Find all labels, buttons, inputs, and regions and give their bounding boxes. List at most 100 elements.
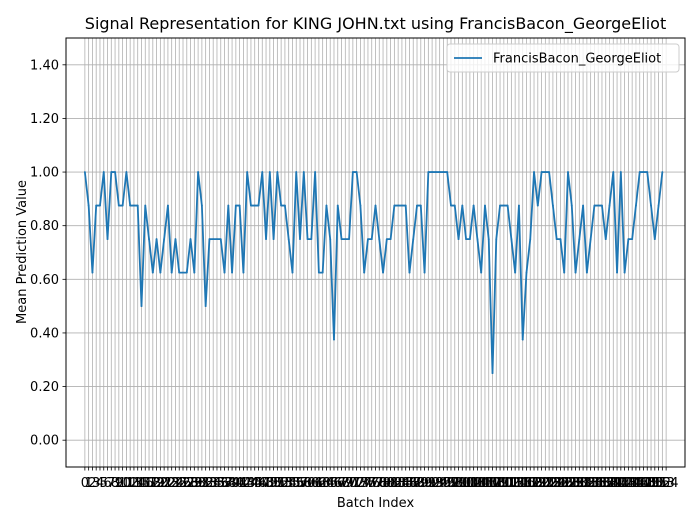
data-point [336, 204, 339, 207]
data-point [87, 204, 90, 207]
data-point [117, 204, 120, 207]
x-tick-label: 22 [160, 476, 177, 491]
data-point [446, 171, 449, 173]
data-point [227, 204, 230, 207]
data-point [619, 171, 622, 173]
data-point [627, 238, 630, 240]
x-tick-label: 97 [443, 476, 460, 491]
x-tick-label: 107 [476, 476, 501, 491]
data-point [461, 204, 464, 207]
data-point [472, 204, 475, 207]
data-point [333, 338, 335, 341]
data-point [382, 271, 384, 274]
data-point [246, 171, 249, 173]
x-tick-label: 98 [446, 476, 463, 491]
x-tick-label: 81 [382, 476, 399, 491]
data-point [431, 171, 434, 173]
data-point [121, 204, 124, 207]
data-point [604, 238, 607, 240]
x-tick-label: 78 [371, 476, 388, 491]
x-tick-label: 35 [209, 476, 226, 491]
x-tick-label: 121 [529, 476, 554, 491]
x-tick-label: 125 [544, 476, 569, 491]
data-point [559, 238, 562, 240]
x-tick-label: 31 [194, 476, 211, 491]
x-tick-label: 0 [81, 476, 89, 491]
x-tick-label: 44 [243, 476, 260, 491]
x-tick-label: 136 [586, 476, 611, 491]
data-point [136, 204, 139, 207]
x-tick-label: 91 [420, 476, 437, 491]
data-point [163, 238, 166, 240]
x-tick-label: 102 [457, 476, 482, 491]
x-tick-label: 39 [224, 476, 241, 491]
x-tick-label: 49 [262, 476, 279, 491]
data-point [525, 271, 528, 274]
x-tick-label: 14 [129, 476, 146, 491]
x-tick-label: 33 [201, 476, 218, 491]
data-point [589, 238, 592, 240]
data-point [148, 238, 150, 240]
x-tick-label: 138 [593, 476, 618, 491]
data-point [642, 171, 645, 173]
data-point [468, 238, 471, 240]
x-tick-label: 37 [216, 476, 233, 491]
data-point [91, 271, 94, 274]
x-tick-label: 52 [273, 476, 290, 491]
data-point [427, 171, 430, 173]
data-point [536, 204, 539, 207]
x-tick-label: 83 [390, 476, 407, 491]
x-tick-label: 24 [167, 476, 184, 491]
data-point [185, 271, 188, 274]
x-tick-label: 109 [484, 476, 509, 491]
data-point [280, 204, 283, 207]
data-point [359, 204, 362, 207]
data-point [510, 238, 513, 240]
data-point [95, 204, 98, 207]
y-tick-label: 0.40 [30, 326, 59, 341]
x-tick-label: 116 [510, 476, 535, 491]
data-point [314, 171, 317, 173]
data-point [578, 238, 581, 240]
data-point [367, 238, 369, 240]
x-tick-label: 111 [491, 476, 516, 491]
x-tick-label: 87 [405, 476, 422, 491]
data-point [457, 238, 460, 240]
data-point [321, 271, 324, 274]
data-point [287, 238, 290, 240]
x-tick-label: 47 [254, 476, 271, 491]
x-tick-label: 105 [469, 476, 494, 491]
data-point [208, 238, 211, 240]
data-point [661, 171, 664, 173]
x-tick-label: 73 [352, 476, 369, 491]
x-tick-label: 11 [118, 476, 135, 491]
data-point [616, 271, 618, 274]
data-point [540, 171, 543, 173]
x-tick-label: 153 [650, 476, 675, 491]
x-tick-label: 67 [329, 476, 346, 491]
x-tick-label: 154 [654, 476, 679, 491]
data-point [99, 204, 101, 207]
data-point [133, 204, 135, 207]
x-tick-label: 30 [190, 476, 207, 491]
data-point [408, 271, 411, 274]
x-tick-label: 12 [122, 476, 139, 491]
data-point [465, 238, 467, 240]
x-tick-label: 89 [413, 476, 430, 491]
x-tick-label: 53 [277, 476, 294, 491]
data-point [423, 271, 426, 274]
x-tick-label: 8 [111, 476, 119, 491]
data-point [106, 238, 109, 240]
x-tick-label: 119 [522, 476, 547, 491]
data-point [340, 238, 343, 240]
data-point [567, 171, 569, 173]
x-tick-label: 38 [220, 476, 237, 491]
data-point [355, 171, 358, 173]
x-tick-label: 45 [246, 476, 263, 491]
data-point [646, 171, 649, 173]
x-tick-label: 108 [480, 476, 505, 491]
data-point [438, 171, 441, 173]
y-tick-label: 0.00 [30, 434, 59, 449]
x-tick-label: 63 [314, 476, 331, 491]
data-point [325, 204, 328, 207]
